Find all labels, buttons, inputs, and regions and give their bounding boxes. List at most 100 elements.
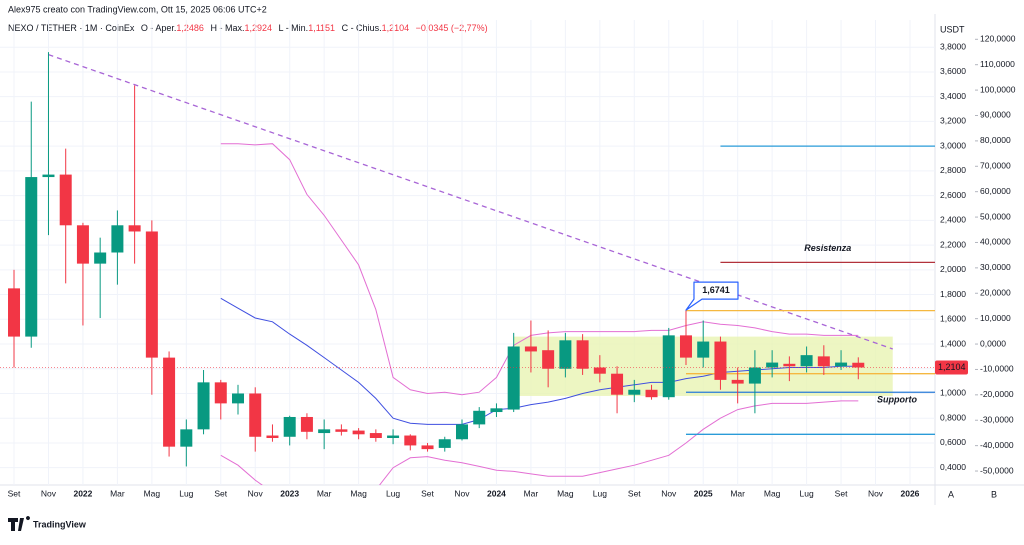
x-tick-label: Nov [248, 488, 264, 498]
y2-tick-label: -40,0000 [980, 440, 1014, 450]
candle-body [94, 252, 107, 264]
candle-body [369, 433, 382, 439]
open-value: 1,2486 [176, 23, 204, 33]
x-tick-label: 2023 [280, 488, 299, 498]
candle-body [800, 355, 813, 367]
y-tick-label: 3,0000 [940, 140, 966, 150]
x-tick-label: Mag [764, 488, 781, 498]
x-tick-label: Mag [144, 488, 161, 498]
y-tick-label: 2,8000 [940, 165, 966, 175]
brand-logo [8, 516, 30, 531]
x-tick-label: Mar [110, 488, 125, 498]
legend-line: NEXO / TETHER · 1M · CoinEx O - Aper.1,2… [8, 23, 488, 33]
x-tick-label: Mar [524, 488, 539, 498]
y-tick-label: 2,2000 [940, 239, 966, 249]
y2-tick-label: 0,0000 [980, 338, 1006, 348]
candle-body [421, 445, 434, 450]
last-price-box [935, 360, 968, 375]
candle-body [611, 373, 624, 395]
plot-area [0, 20, 935, 485]
candle-body [593, 367, 606, 374]
x-tick-label: Nov [41, 488, 57, 498]
candle-body [76, 225, 89, 264]
candle-body [163, 357, 176, 447]
y-tick-label: 1,8000 [940, 289, 966, 299]
candle-body [404, 435, 417, 446]
trendline [48, 54, 893, 350]
candle-body [455, 424, 468, 440]
candle-body [318, 429, 331, 434]
x-tick-label: Mag [350, 488, 367, 498]
candle-body [352, 430, 365, 435]
callout: 1,6741 [685, 281, 739, 311]
x-tick-label: Set [628, 488, 641, 498]
y2-tick-label: 80,0000 [980, 135, 1011, 145]
x-tick-label: Nov [868, 488, 884, 498]
candle-body [817, 356, 830, 367]
change: −0,0345 (−2,77%) [416, 23, 488, 33]
x-tick-label: 2026 [901, 488, 920, 498]
y-tick-label: 0,8000 [940, 412, 966, 422]
candle-body [473, 410, 486, 425]
callout-label: 1,6741 [702, 285, 730, 295]
y-tick-label: 0,4000 [940, 462, 966, 472]
x-tick-label: Set [8, 488, 21, 498]
candle-body [145, 231, 158, 358]
candle-body [42, 174, 55, 178]
y2-tick-label: 70,0000 [980, 161, 1011, 171]
x-tick-label: Mar [317, 488, 332, 498]
candle-body [214, 382, 227, 404]
candle-body [197, 382, 210, 430]
x-tick-label: Lug [386, 488, 400, 498]
x-tick-label: 2024 [487, 488, 506, 498]
candle-body [714, 341, 727, 380]
y2-tick-label: -20,0000 [980, 389, 1014, 399]
y-tick-label: 1,0000 [940, 388, 966, 398]
y2-tick-label: 90,0000 [980, 110, 1011, 120]
close-label: C - Chius. [342, 23, 382, 33]
x-tick-label: Nov [454, 488, 470, 498]
y-tick-label: 2,6000 [940, 190, 966, 200]
x-tick-label: 2025 [694, 488, 713, 498]
scale-button[interactable]: A [948, 489, 954, 499]
x-tick-label: Mag [557, 488, 574, 498]
y-tick-label: 2,4000 [940, 215, 966, 225]
x-tick-label: Lug [179, 488, 193, 498]
candle-body [111, 225, 124, 253]
open-label: O - Aper. [141, 23, 177, 33]
grid [0, 20, 935, 485]
y-tick-label: 2,0000 [940, 264, 966, 274]
candles [8, 52, 865, 467]
y-tick-label: 0,6000 [940, 437, 966, 447]
y2-tick-label: -50,0000 [980, 465, 1014, 475]
candle-body [438, 439, 451, 448]
candle-body [283, 416, 296, 437]
high-value: 1,2924 [244, 23, 272, 33]
candle-body [852, 362, 865, 368]
bollinger-band [220, 143, 859, 396]
brand-name: TradingView [33, 519, 87, 529]
candle-body [335, 429, 348, 432]
low-value: 1,1151 [308, 23, 335, 33]
level-label: Resistenza [804, 243, 851, 253]
y2-tick-label: 120,0000 [980, 34, 1016, 44]
symbol: NEXO / TETHER · 1M · CoinEx [8, 23, 135, 33]
scale-button[interactable]: B [991, 489, 997, 499]
candle-body [25, 177, 38, 337]
y-tick-label: 3,2000 [940, 116, 966, 126]
x-tick-label: Mar [730, 488, 745, 498]
candle-body [232, 393, 245, 404]
candle-body [628, 389, 641, 395]
candle-body [266, 435, 279, 439]
author-line: Alex975 creato con TradingView.com, Ott … [8, 4, 267, 14]
candle-body [8, 288, 21, 337]
candle-body [300, 416, 313, 432]
candle-body [645, 389, 658, 398]
y-tick-label: 3,4000 [940, 91, 966, 101]
y2-tick-label: 100,0000 [980, 84, 1016, 94]
scale-buttons: A B [948, 489, 997, 499]
x-tick-label: Set [214, 488, 227, 498]
x-tick-label: 2022 [73, 488, 92, 498]
candle-body [180, 429, 193, 447]
